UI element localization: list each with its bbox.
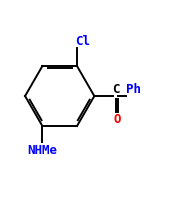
- Text: Cl: Cl: [75, 35, 90, 48]
- Text: O: O: [114, 113, 121, 126]
- Text: C: C: [112, 83, 120, 96]
- Text: NHMe: NHMe: [27, 144, 57, 156]
- Text: Ph: Ph: [126, 83, 141, 96]
